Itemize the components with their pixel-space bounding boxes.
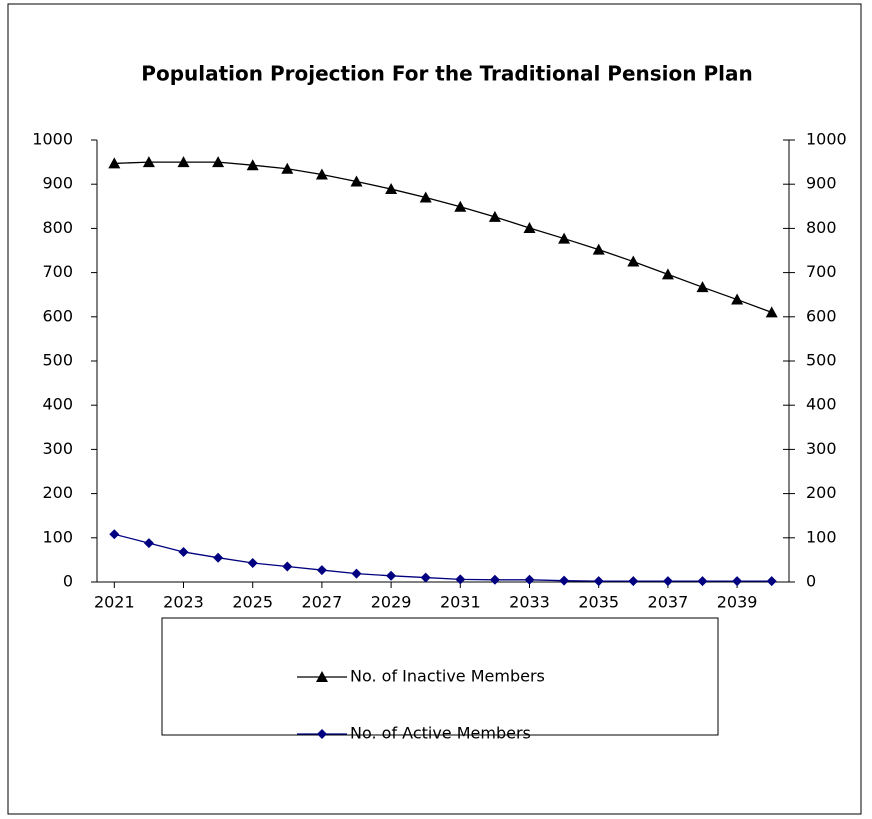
marker <box>420 572 431 583</box>
y-tick-label: 700 <box>42 262 73 281</box>
marker <box>559 575 570 586</box>
marker <box>246 159 259 171</box>
y-tick-label: 1000 <box>32 130 73 149</box>
x-tick-label: 2027 <box>302 593 343 612</box>
chart-title: Population Projection For the Traditiona… <box>141 62 752 86</box>
marker <box>142 156 155 168</box>
marker <box>765 306 778 318</box>
marker <box>247 557 258 568</box>
y-tick-label: 600 <box>42 306 73 325</box>
series-line <box>114 161 772 313</box>
x-tick-label: 2021 <box>94 593 135 612</box>
marker <box>419 191 432 203</box>
marker <box>662 576 673 587</box>
y2-tick-label: 500 <box>806 351 837 370</box>
y-tick-label: 900 <box>42 174 73 193</box>
marker <box>593 576 604 587</box>
marker <box>177 156 190 168</box>
marker <box>731 293 744 305</box>
y2-tick-label: 800 <box>806 218 837 237</box>
y-tick-label: 500 <box>42 351 73 370</box>
marker <box>523 221 536 233</box>
marker <box>351 568 362 579</box>
y-tick-label: 300 <box>42 439 73 458</box>
y-tick-label: 200 <box>42 483 73 502</box>
marker <box>350 175 363 187</box>
marker <box>558 232 571 244</box>
marker <box>109 529 120 540</box>
y-tick-label: 100 <box>42 527 73 546</box>
marker <box>213 552 224 563</box>
y2-tick-label: 0 <box>806 572 816 591</box>
y-tick-label: 800 <box>42 218 73 237</box>
legend-marker <box>317 729 327 739</box>
y2-tick-label: 700 <box>806 262 837 281</box>
x-tick-label: 2029 <box>371 593 412 612</box>
y2-tick-label: 200 <box>806 483 837 502</box>
legend <box>161 617 719 736</box>
x-tick-label: 2033 <box>509 593 550 612</box>
legend-label: No. of Inactive Members <box>350 667 545 686</box>
marker <box>455 574 466 585</box>
marker <box>178 546 189 557</box>
marker <box>628 576 639 587</box>
marker <box>766 576 777 587</box>
x-tick-label: 2025 <box>232 593 273 612</box>
x-tick-label: 2023 <box>163 593 204 612</box>
x-tick-label: 2039 <box>717 593 758 612</box>
marker <box>282 561 293 572</box>
legend-marker <box>316 671 328 682</box>
marker <box>386 570 397 581</box>
y2-tick-label: 600 <box>806 306 837 325</box>
y-tick-label: 0 <box>63 572 73 591</box>
marker <box>454 200 467 212</box>
marker <box>108 157 121 169</box>
y-tick-label: 400 <box>42 395 73 414</box>
marker <box>697 576 708 587</box>
marker <box>316 565 327 576</box>
marker <box>661 268 674 280</box>
marker <box>488 210 501 222</box>
marker <box>212 156 225 168</box>
marker <box>385 183 398 195</box>
series-line <box>114 533 772 582</box>
y2-tick-label: 900 <box>806 174 837 193</box>
marker <box>592 243 605 255</box>
marker <box>696 281 709 293</box>
y2-tick-label: 400 <box>806 395 837 414</box>
marker <box>489 574 500 585</box>
marker <box>143 538 154 549</box>
marker <box>627 255 640 267</box>
marker <box>315 168 328 180</box>
marker <box>281 162 294 174</box>
legend-label: No. of Active Members <box>350 724 531 743</box>
marker <box>524 574 535 585</box>
y2-tick-label: 1000 <box>806 130 847 149</box>
x-tick-label: 2035 <box>578 593 619 612</box>
marker <box>732 576 743 587</box>
x-tick-label: 2031 <box>440 593 481 612</box>
y2-tick-label: 300 <box>806 439 837 458</box>
x-tick-label: 2037 <box>648 593 689 612</box>
y2-tick-label: 100 <box>806 527 837 546</box>
